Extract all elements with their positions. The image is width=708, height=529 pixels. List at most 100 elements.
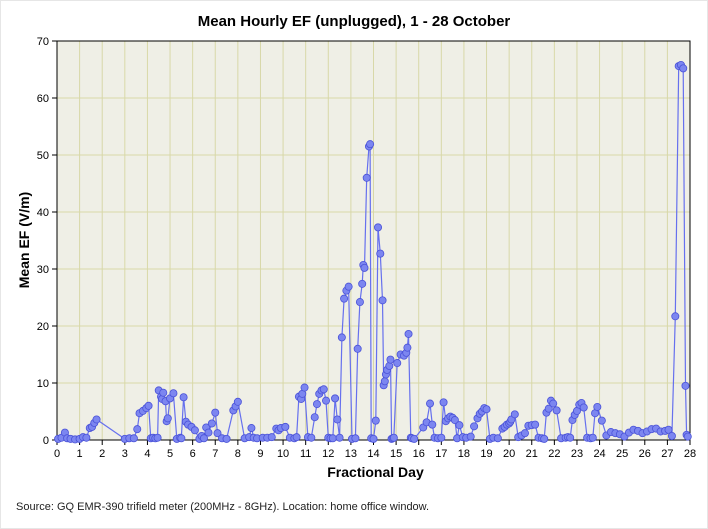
x-tick-label: 2 <box>99 448 105 460</box>
data-point <box>482 405 491 414</box>
data-point <box>213 429 222 438</box>
data-point <box>410 434 419 443</box>
x-tick-label: 25 <box>616 448 628 460</box>
data-point <box>393 359 402 368</box>
data-point <box>335 433 344 442</box>
data-point <box>404 329 413 338</box>
data-point <box>566 433 575 442</box>
data-point <box>403 343 412 352</box>
data-point <box>281 422 290 431</box>
data-point <box>319 385 328 394</box>
data-point <box>428 420 437 429</box>
data-point <box>340 294 349 303</box>
x-tick-label: 20 <box>503 448 515 460</box>
data-point <box>322 396 331 405</box>
data-point <box>179 393 188 402</box>
data-point <box>307 433 316 442</box>
x-tick-label: 28 <box>684 448 696 460</box>
x-tick-label: 10 <box>277 448 289 460</box>
x-tick-label: 6 <box>190 448 196 460</box>
data-point <box>579 403 588 412</box>
data-point <box>493 434 502 443</box>
data-point <box>222 434 231 443</box>
source-note: Source: GQ EMR-390 trifield meter (200MH… <box>16 501 430 513</box>
data-point <box>300 383 309 392</box>
data-point <box>376 249 385 258</box>
x-tick-label: 5 <box>167 448 173 460</box>
data-point <box>466 432 475 441</box>
data-point <box>426 399 435 408</box>
data-point <box>129 434 138 443</box>
data-point <box>667 432 676 441</box>
data-point <box>597 416 606 425</box>
x-tick-label: 16 <box>413 448 425 460</box>
grid <box>57 41 690 440</box>
y-tick-label: 40 <box>37 207 49 219</box>
data-point <box>369 434 378 443</box>
x-tick-label: 26 <box>639 448 651 460</box>
data-point <box>204 428 213 437</box>
x-tick-label: 15 <box>390 448 402 460</box>
data-point <box>683 432 692 441</box>
data-point <box>82 433 91 442</box>
x-tick-label: 14 <box>367 448 379 460</box>
series <box>54 60 692 444</box>
data-point <box>544 404 553 413</box>
x-tick-label: 3 <box>122 448 128 460</box>
data-point <box>310 413 319 422</box>
data-point <box>374 223 383 232</box>
data-point <box>169 389 178 398</box>
x-tick-label: 0 <box>54 448 60 460</box>
x-tick-label: 9 <box>257 448 263 460</box>
x-tick-label: 11 <box>300 448 311 460</box>
data-point <box>328 434 337 443</box>
data-point <box>153 433 162 442</box>
data-point <box>292 433 301 442</box>
data-point <box>455 421 464 430</box>
data-point <box>549 399 558 408</box>
data-point <box>355 298 364 307</box>
data-point <box>333 415 342 424</box>
data-point <box>199 434 208 443</box>
data-point <box>233 397 242 406</box>
data-point <box>358 279 367 288</box>
x-tick-label: 27 <box>661 448 673 460</box>
data-point <box>267 433 276 442</box>
y-axis-label: Mean EF (V/m) <box>16 191 32 289</box>
data-point <box>470 422 479 431</box>
x-tick-label: 12 <box>322 448 334 460</box>
data-point <box>362 173 371 182</box>
data-point <box>540 434 549 443</box>
data-point <box>247 424 256 433</box>
data-point <box>510 410 519 419</box>
chart-title: Mean Hourly EF (unplugged), 1 - 28 Octob… <box>197 13 511 30</box>
data-point <box>664 425 673 434</box>
data-point <box>679 64 688 73</box>
y-tick-label: 70 <box>37 36 49 48</box>
data-point <box>353 344 362 353</box>
x-tick-label: 22 <box>548 448 560 460</box>
y-tick-label: 50 <box>37 150 49 162</box>
data-point <box>681 381 690 390</box>
data-point <box>331 394 340 403</box>
data-point <box>312 400 321 409</box>
data-point <box>366 140 375 149</box>
data-point <box>386 355 395 364</box>
data-point <box>207 419 216 428</box>
data-point <box>159 388 168 397</box>
data-point <box>378 296 387 305</box>
x-tick-label: 23 <box>571 448 583 460</box>
data-point <box>211 408 220 417</box>
y-tick-label: 0 <box>43 435 49 447</box>
data-point <box>190 426 199 435</box>
data-point <box>531 420 540 429</box>
data-point <box>144 401 153 410</box>
y-tick-label: 60 <box>37 93 49 105</box>
data-point <box>588 433 597 442</box>
x-tick-label: 1 <box>77 448 83 460</box>
data-point <box>437 433 446 442</box>
x-tick-label: 7 <box>212 448 218 460</box>
x-tick-label: 8 <box>235 448 241 460</box>
x-tick-label: 13 <box>345 448 357 460</box>
